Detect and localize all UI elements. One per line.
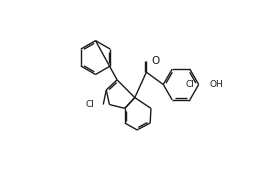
Text: OH: OH [210, 80, 223, 89]
Text: O: O [151, 56, 159, 66]
Text: Cl: Cl [85, 100, 94, 109]
Text: Cl: Cl [185, 80, 194, 89]
